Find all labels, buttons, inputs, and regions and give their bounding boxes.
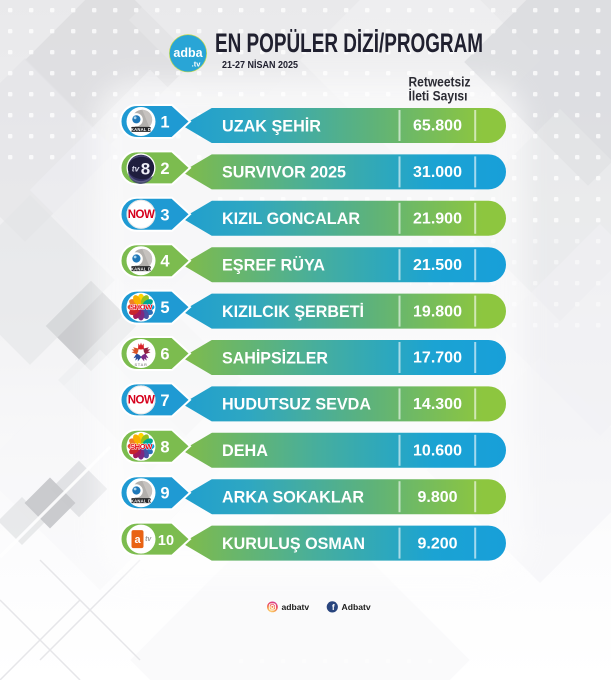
svg-text:1: 1: [160, 114, 169, 132]
svg-text:KANAL D: KANAL D: [131, 127, 151, 132]
svg-text:STAR: STAR: [135, 362, 148, 367]
svg-text:2: 2: [160, 160, 169, 178]
svg-text:5: 5: [160, 299, 169, 317]
svg-text:9.800: 9.800: [417, 489, 457, 506]
svg-text:31.000: 31.000: [413, 164, 462, 181]
svg-text:9.200: 9.200: [417, 535, 457, 552]
svg-text:İleti Sayısı: İleti Sayısı: [409, 89, 468, 104]
svg-text:10: 10: [158, 533, 174, 549]
svg-text:8: 8: [141, 159, 150, 178]
svg-text:7: 7: [160, 392, 169, 410]
svg-text:19.800: 19.800: [413, 303, 462, 320]
svg-text:ARKA SOKAKLAR: ARKA SOKAKLAR: [222, 488, 364, 507]
svg-text:NOW: NOW: [128, 395, 155, 407]
svg-text:8: 8: [160, 438, 169, 456]
svg-text:adbatv: adbatv: [282, 602, 310, 612]
svg-text:SHOW: SHOW: [130, 303, 153, 312]
svg-text:65.800: 65.800: [413, 118, 462, 135]
svg-text:KIZILCIK ŞERBETİ: KIZILCIK ŞERBETİ: [222, 302, 364, 321]
svg-text:KANAL D: KANAL D: [131, 498, 151, 503]
svg-text:21.900: 21.900: [413, 211, 462, 228]
svg-text:21-27 NİSAN 2025: 21-27 NİSAN 2025: [222, 58, 298, 71]
svg-text:14.300: 14.300: [413, 396, 462, 413]
svg-text:9: 9: [160, 485, 169, 503]
svg-text:SAHİPSİZLER: SAHİPSİZLER: [222, 348, 328, 367]
svg-text:.tv: .tv: [192, 60, 202, 69]
svg-text:KURULUŞ OSMAN: KURULUŞ OSMAN: [222, 534, 365, 553]
svg-text:KIZIL GONCALAR: KIZIL GONCALAR: [222, 209, 360, 228]
svg-text:EN POPÜLER DİZİ/PROGRAM: EN POPÜLER DİZİ/PROGRAM: [215, 28, 483, 58]
svg-text:KANAL D: KANAL D: [131, 266, 151, 271]
svg-text:10.600: 10.600: [413, 443, 462, 460]
svg-text:SHOW: SHOW: [130, 442, 153, 451]
svg-text:tv: tv: [145, 536, 152, 543]
svg-text:21.500: 21.500: [413, 257, 462, 274]
svg-text:17.700: 17.700: [413, 350, 462, 367]
svg-text:Adbatv: Adbatv: [342, 602, 371, 612]
svg-text:f: f: [332, 602, 335, 612]
svg-text:DEHA: DEHA: [222, 441, 268, 460]
svg-text:SURVIVOR 2025: SURVIVOR 2025: [222, 163, 346, 182]
svg-text:4: 4: [160, 253, 170, 271]
svg-text:adba: adba: [173, 46, 203, 60]
svg-text:a: a: [134, 534, 141, 546]
svg-text:UZAK ŞEHİR: UZAK ŞEHİR: [222, 116, 321, 135]
svg-text:EŞREF RÜYA: EŞREF RÜYA: [222, 256, 325, 275]
svg-text:6: 6: [160, 346, 169, 364]
svg-text:tv: tv: [132, 163, 141, 173]
svg-text:NOW: NOW: [128, 209, 155, 221]
svg-text:HUDUTSUZ SEVDA: HUDUTSUZ SEVDA: [222, 395, 371, 414]
svg-text:Retweetsiz: Retweetsiz: [409, 75, 471, 90]
svg-text:3: 3: [160, 206, 169, 224]
